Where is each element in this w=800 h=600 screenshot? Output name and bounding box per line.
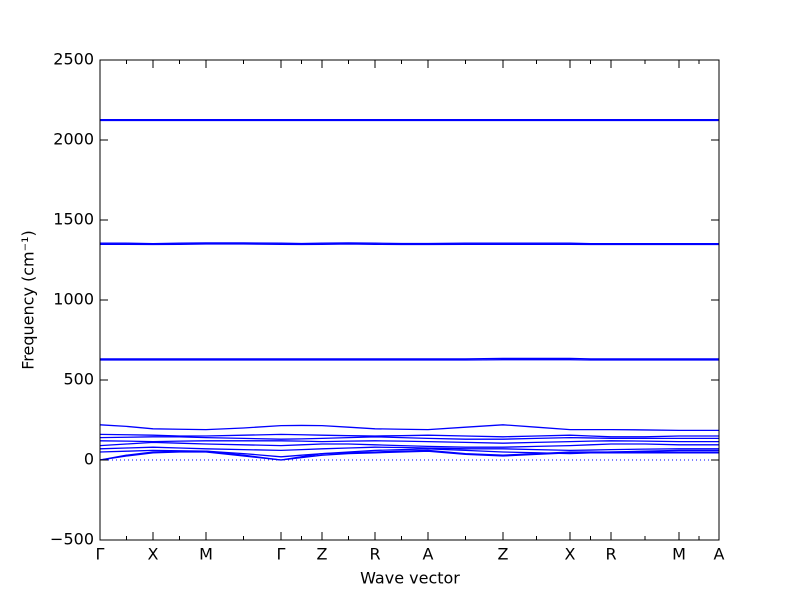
y-tick-label: 2000 xyxy=(53,130,94,149)
y-tick-label: 1500 xyxy=(53,210,94,229)
band-line xyxy=(99,449,719,461)
band-line xyxy=(99,446,719,452)
y-tick-label: −500 xyxy=(50,530,94,549)
x-tick-label: Γ xyxy=(96,545,105,564)
band-line xyxy=(99,433,719,438)
x-tick-label: R xyxy=(605,545,616,564)
x-tick-label: Z xyxy=(317,545,328,564)
x-tick-label: A xyxy=(423,545,434,564)
y-tick-label: 1000 xyxy=(53,290,94,309)
x-axis-label: Wave vector xyxy=(360,569,460,588)
x-tick-label: M xyxy=(672,545,686,564)
band-line xyxy=(99,440,719,444)
x-tick-label: R xyxy=(369,545,380,564)
x-tick-label: Γ xyxy=(277,545,286,564)
x-tick-label: Z xyxy=(498,545,509,564)
y-axis-label: Frequency (cm⁻¹) xyxy=(19,230,38,369)
y-tick-label: 500 xyxy=(63,370,94,389)
band-line xyxy=(99,436,719,440)
band-line xyxy=(99,450,719,461)
y-tick-label: 2500 xyxy=(53,50,94,69)
x-tick-label: X xyxy=(148,545,159,564)
band-line xyxy=(99,441,719,448)
x-tick-label: X xyxy=(565,545,576,564)
x-tick-label: M xyxy=(199,545,213,564)
plot-frame xyxy=(99,59,720,541)
band-line xyxy=(100,242,719,245)
y-tick-label: 0 xyxy=(84,450,94,469)
x-tick-label: A xyxy=(714,545,725,564)
band-line xyxy=(99,424,719,432)
